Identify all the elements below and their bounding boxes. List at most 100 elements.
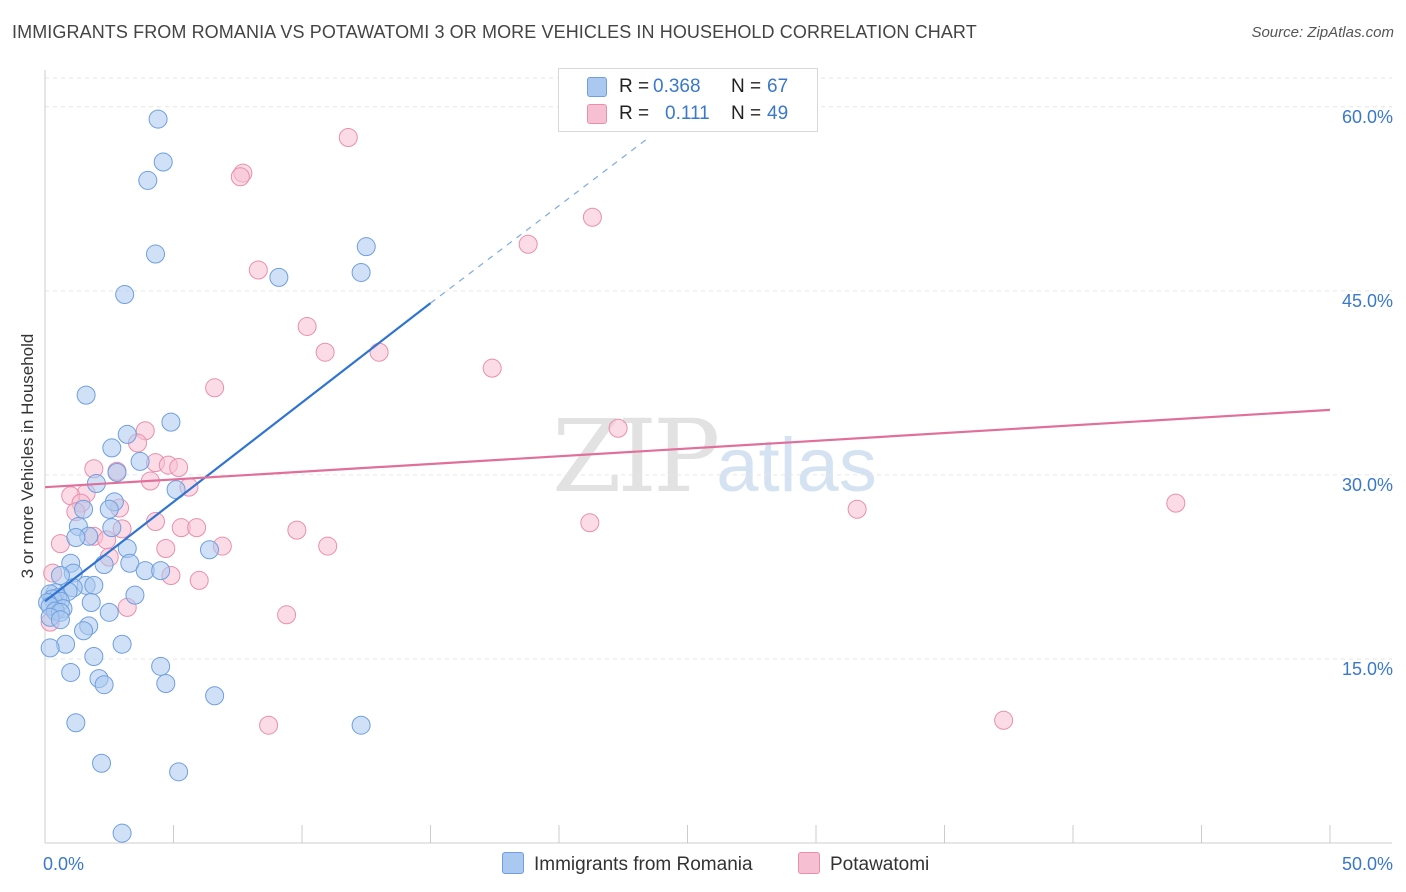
potawatomi-point — [318, 536, 338, 556]
romania-trend-extension — [430, 137, 650, 304]
bottom-legend-potawatomi: Potawatomi — [798, 852, 929, 876]
romania-point — [74, 499, 94, 519]
romania-point — [199, 540, 219, 560]
romania-point — [120, 553, 140, 573]
legend-n-value-potawatomi: 49 — [767, 103, 789, 124]
trend-lines — [44, 137, 1331, 603]
romania-point — [130, 451, 150, 471]
potawatomi-point — [994, 710, 1014, 730]
potawatomi-point — [189, 570, 209, 590]
potawatomi-point — [608, 418, 628, 438]
romania-point — [102, 518, 122, 538]
romania-point — [117, 424, 137, 444]
legend-n-value-romania: 67 — [767, 76, 789, 97]
bottom-legend-label-romania: Immigrants from Romania — [534, 854, 753, 875]
romania-point — [169, 762, 189, 782]
romania-point — [351, 262, 371, 282]
romania-point — [115, 285, 135, 305]
y-tick-label: 15.0% — [1342, 659, 1393, 679]
potawatomi-trend-line — [44, 408, 1331, 489]
potawatomi-point — [297, 316, 317, 336]
romania-point — [356, 237, 376, 257]
romania-point — [151, 561, 171, 581]
romania-point — [146, 244, 166, 264]
legend: R = 0.368 N = 67 R = 0.111 N = 49 — [558, 68, 818, 132]
potawatomi-point — [482, 358, 502, 378]
romania-point — [94, 554, 114, 574]
potawatomi-point — [248, 260, 268, 280]
romania-point — [50, 566, 70, 586]
bottom-legend-romania: Immigrants from Romania — [502, 852, 753, 876]
romania-point — [205, 686, 225, 706]
potawatomi-point — [582, 207, 602, 227]
watermark-atlas: atlas — [716, 423, 877, 508]
romania-point — [138, 170, 158, 190]
potawatomi-point — [338, 127, 358, 147]
romania-point — [151, 656, 171, 676]
potawatomi-point — [315, 342, 335, 362]
y-tick-label: 30.0% — [1342, 475, 1393, 495]
legend-swatch-potawatomi — [587, 104, 607, 124]
bottom-legend-label-potawatomi: Potawatomi — [830, 854, 930, 875]
legend-r-value-potawatomi: 0.111 — [665, 103, 710, 124]
y-tick-label: 60.0% — [1342, 107, 1393, 127]
tick-labels: 15.0% 30.0% 45.0% 60.0% 0.0% 50.0% — [43, 107, 1393, 874]
romania-point — [76, 385, 96, 405]
x-tick-label: 50.0% — [1342, 854, 1393, 874]
romania-point — [112, 634, 132, 654]
watermark-zip: ZIP — [552, 398, 720, 515]
romania-point — [40, 638, 60, 658]
watermark: ZIPatlas — [552, 398, 877, 515]
romania-point — [112, 823, 132, 843]
potawatomi-point — [518, 234, 538, 254]
potawatomi-point — [287, 520, 307, 540]
chart-title: IMMIGRANTS FROM ROMANIA VS POTAWATOMI 3 … — [12, 22, 977, 42]
legend-n-label: N = — [731, 103, 762, 124]
romania-points — [38, 109, 376, 843]
romania-point — [61, 662, 81, 682]
romania-point — [99, 602, 119, 622]
romania-point — [84, 646, 104, 666]
potawatomi-point — [187, 518, 207, 538]
potawatomi-point — [1166, 493, 1186, 513]
axes — [44, 70, 1392, 844]
romania-point — [102, 438, 122, 458]
potawatomi-point — [205, 378, 225, 398]
romania-point — [269, 267, 289, 287]
bottom-legend-swatch-potawatomi — [798, 852, 820, 874]
romania-point — [84, 575, 104, 595]
romania-point — [156, 673, 176, 693]
legend-r-label: R = — [619, 76, 650, 97]
romania-point — [66, 527, 86, 547]
potawatomi-points — [40, 127, 1186, 735]
romania-point — [125, 585, 145, 605]
romania-trend-line — [44, 302, 432, 603]
potawatomi-point — [169, 458, 189, 478]
romania-point — [148, 109, 168, 129]
romania-point — [99, 499, 119, 519]
romania-point — [66, 713, 86, 733]
potawatomi-point — [277, 605, 297, 625]
source-label: Source: ZipAtlas.com — [1251, 24, 1394, 41]
romania-point — [351, 715, 371, 735]
romania-point — [81, 593, 101, 613]
romania-point — [94, 675, 114, 695]
potawatomi-point — [847, 499, 867, 519]
legend-swatch-romania — [587, 77, 607, 97]
potawatomi-point — [369, 342, 389, 362]
romania-point — [153, 152, 173, 172]
potawatomi-point — [230, 167, 250, 187]
legend-r-label: R = — [619, 103, 650, 124]
potawatomi-point — [580, 513, 600, 533]
potawatomi-point — [156, 539, 176, 559]
romania-point — [92, 753, 112, 773]
potawatomi-point — [259, 715, 279, 735]
legend-n-label: N = — [731, 76, 762, 97]
legend-r-value-romania: 0.368 — [653, 76, 701, 97]
x-tick-label: 0.0% — [43, 854, 84, 874]
romania-point — [161, 412, 181, 432]
bottom-legend-swatch-romania — [502, 852, 524, 874]
romania-point — [107, 462, 127, 482]
romania-point — [74, 621, 94, 641]
